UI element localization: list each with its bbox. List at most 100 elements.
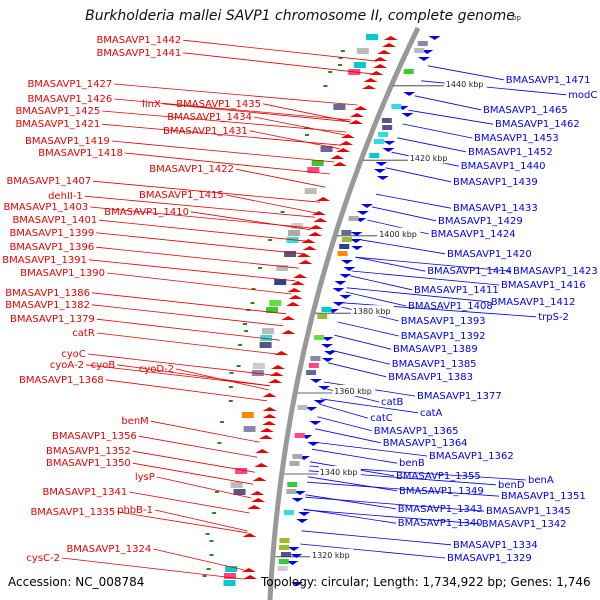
left-gene-label: BMASAVP1_1427 [27,79,112,90]
right-callout-line [311,448,398,464]
left-gene-label: BMASAVP1_1386 [5,288,90,299]
feature-box [381,118,392,123]
feature-box [286,489,297,494]
scale-tick-bg [444,77,487,89]
feature-box [378,132,389,137]
left-callout-line [132,462,254,485]
feature-dash [280,211,285,213]
left-gene-label: BMASAVP1_1391 [2,255,87,266]
left-gene-label: BMASAVP1_1396 [9,242,94,253]
forward-gene-arrow [252,477,267,481]
feature-box [304,188,317,194]
reverse-gene-arrow [321,358,334,362]
feature-box [353,62,366,68]
feature-box [373,139,384,144]
right-callout-line [330,349,390,365]
right-gene-label: BMASAVP1_1440 [461,161,546,172]
inner-callout-line [190,211,311,231]
forward-gene-arrow [369,71,384,75]
feature-box [417,41,428,46]
reverse-gene-arrow [403,92,416,96]
left-callout-line [96,232,304,255]
left-gene-label: BMASAVP1_1390 [20,268,105,279]
left-gene-label: BMASAVP1_1407 [6,176,91,187]
right-gene-label: BMASAVP1_1471 [506,75,591,86]
feature-dash [338,64,343,66]
right-gene-label: BMASAVP1_1439 [453,177,538,188]
left-callout-line [87,353,272,376]
feature-box [337,251,348,256]
forward-gene-arrow [353,106,368,110]
feature-dash [209,554,214,556]
feature-box [291,223,304,229]
left-callout-line [124,152,331,175]
feature-dash [217,442,222,444]
inner-callout-line [225,194,317,214]
left-callout-line [117,511,248,534]
feature-box [306,370,317,375]
right-gene-label: BMASAVP1_1334 [453,540,538,551]
feature-box [252,363,265,369]
right-callout-line [349,275,413,291]
left-gene-label: cyoA-2 [50,360,84,371]
left-callout-line [99,219,308,242]
forward-gene-arrow [349,113,364,117]
forward-gene-arrow [274,351,289,355]
feature-dash [258,267,263,269]
feature-box [403,69,414,74]
right-gene-label: BMASAVP1_1345 [486,506,571,517]
feature-dash [220,421,225,423]
inner-gene-label: BMASAVP1_1434 [167,112,252,123]
left-callout-line [132,450,255,473]
left-callout-line [111,140,335,163]
forward-gene-arrow [313,218,328,222]
reverse-gene-arrow [373,169,386,173]
reverse-gene-arrow [307,442,320,446]
inner-gene-label: BMASAVP1_1431 [163,126,248,137]
right-gene-label: BMASAVP1_1389 [393,344,478,355]
right-gene-label: BMASAVP1_1412 [491,297,576,308]
feature-dash [228,386,233,388]
right-callout-line [346,287,489,303]
reverse-gene-arrow [296,519,309,523]
right-gene-label: BMASAVP1_1377 [417,391,502,402]
left-gene-label: phbB-1 [117,505,153,516]
forward-gene-arrow [243,575,258,579]
forward-gene-arrow [293,274,308,278]
left-gene-label: BMASAVP1_1419 [25,136,110,147]
forward-gene-labels: BMASAVP1_1442 BMASAVP1_1441 BMASAVP1_1427 B… [2,35,181,564]
reverse-gene-arrow [332,302,345,306]
right-gene-label: catA [420,408,443,419]
inner-callout-line [262,103,351,123]
inner-callout-line [253,116,346,136]
feature-box [382,125,393,130]
right-gene-label: BMASAVP1_1424 [431,229,516,240]
reverse-gene-arrow [290,554,303,558]
right-callout-line [345,291,407,307]
right-callout-line [312,441,428,457]
right-callout-line [351,270,500,286]
scale-tick-bg [351,305,394,317]
feature-box [269,300,282,306]
forward-gene-arrow [296,253,311,257]
feature-box [287,482,298,487]
left-gene-label: BMASAVP1_1441 [96,48,181,59]
map-title: Burkholderia mallei SAVP1 chromosome II,… [0,8,600,24]
right-gene-label: BMASAVP1_1340 [398,518,483,529]
feature-box [317,314,328,319]
feature-box [288,230,301,236]
left-gene-label: BMASAVP1_1350 [46,458,131,469]
feature-dash [228,400,233,402]
feature-dash [340,50,345,52]
forward-gene-arrow [262,407,277,411]
forward-gene-arrow [287,288,302,292]
left-callout-line [105,379,267,402]
right-callout-line [307,476,398,492]
feature-dash [212,512,217,514]
forward-gene-arrow [308,232,323,236]
feature-box [333,104,346,110]
left-gene-label: dehII-1 [48,191,83,202]
scale-tick-label: 1440 kbp [446,80,484,89]
reverse-gene-arrow [383,141,396,145]
